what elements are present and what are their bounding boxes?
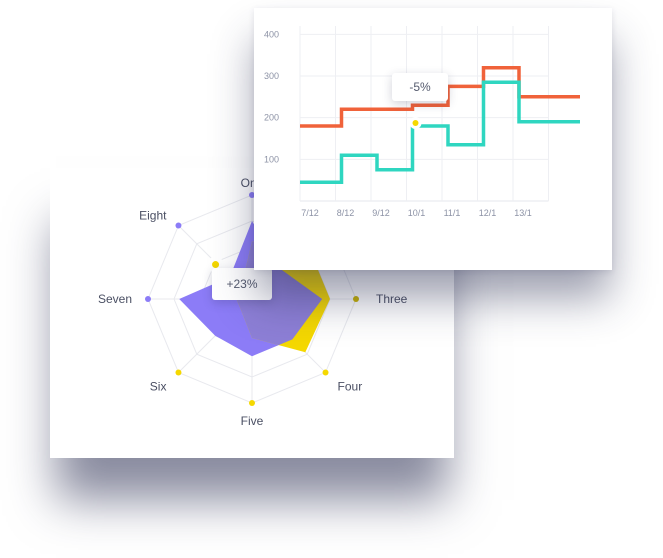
x-tick-label: 8/12 — [337, 208, 355, 218]
x-tick-label: 7/12 — [301, 208, 319, 218]
radar-axis-dot — [249, 400, 255, 406]
line-highlight-dot — [412, 120, 419, 126]
x-tick-label: 13/1 — [514, 208, 532, 218]
y-tick-label: 200 — [264, 113, 279, 123]
radar-tooltip: +23% — [212, 268, 272, 300]
radar-axis-label: Seven — [98, 292, 132, 306]
radar-axis-label: Five — [241, 414, 264, 428]
radar-axis-dot — [175, 369, 182, 376]
radar-axis-dot — [353, 296, 359, 302]
y-tick-label: 300 — [264, 71, 279, 81]
x-tick-label: 10/1 — [408, 208, 426, 218]
radar-tooltip-value: +23% — [226, 277, 258, 291]
step-series-1 — [300, 80, 580, 185]
radar-axis-dot — [175, 222, 182, 229]
step-line-chart: 100 200 300 400 7/12 8/12 9/12 10/1 11/1 12/1 13/1 — [264, 26, 580, 218]
y-tick-label: 400 — [264, 29, 279, 39]
radar-axis-dot — [145, 296, 151, 302]
radar-axis-label: Four — [338, 380, 363, 394]
x-tick-label: 9/12 — [372, 208, 390, 218]
radar-axis-label: Six — [150, 380, 167, 394]
radar-axis-dot — [249, 192, 255, 198]
x-tick-label: 12/1 — [479, 208, 497, 218]
radar-highlight-dot — [212, 261, 220, 269]
y-tick-label: 100 — [264, 154, 279, 164]
radar-axis-label: Eight — [139, 208, 167, 222]
step-line-chart-card: 100 200 300 400 7/12 8/12 9/12 10/1 11/1 12/1 13/1 — [254, 8, 612, 270]
line-tooltip: -5% — [392, 73, 448, 101]
radar-axis-label: Three — [376, 292, 408, 306]
radar-axis-dot — [322, 369, 329, 376]
line-tooltip-value: -5% — [409, 80, 431, 94]
x-tick-label: 11/1 — [444, 208, 461, 218]
